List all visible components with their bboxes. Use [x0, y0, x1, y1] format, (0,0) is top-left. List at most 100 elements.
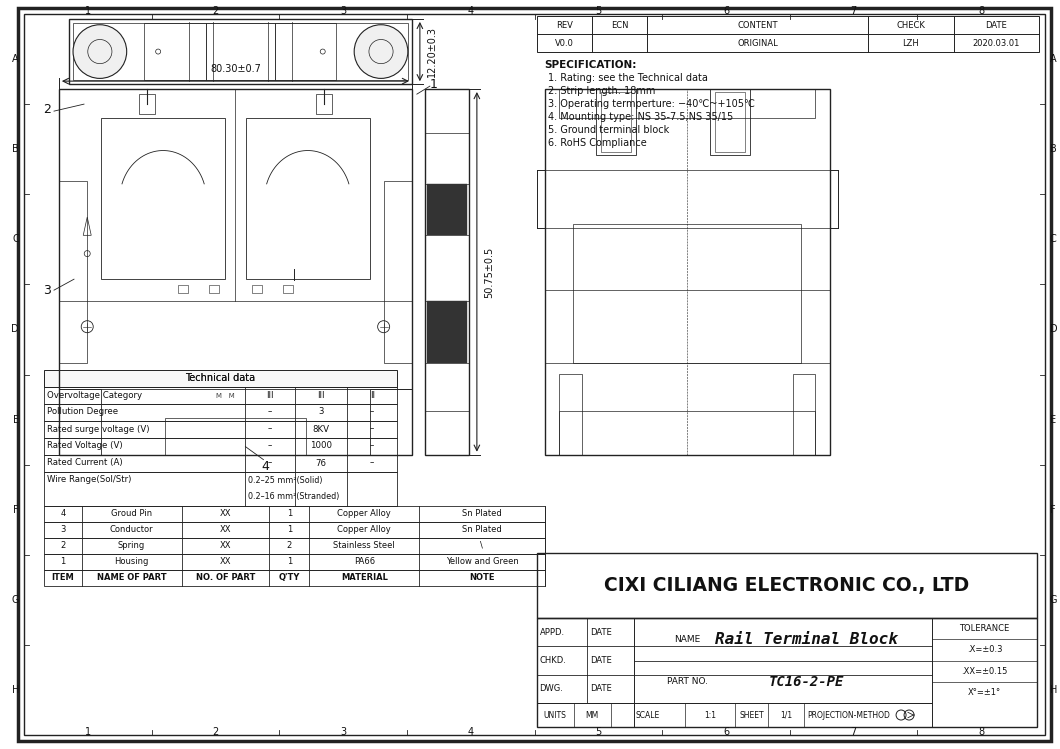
Bar	[316, 94, 332, 114]
Circle shape	[73, 25, 127, 79]
Circle shape	[354, 25, 408, 79]
Bar	[425, 89, 469, 455]
Text: 2. Strip length: 18mm: 2. Strip length: 18mm	[548, 86, 656, 96]
Text: 7: 7	[850, 6, 856, 16]
Text: Spring: Spring	[118, 541, 145, 550]
Bar	[251, 285, 262, 293]
Bar	[45, 554, 545, 569]
Bar	[69, 19, 412, 84]
Text: G: G	[12, 595, 19, 604]
Text: CONTENT: CONTENT	[738, 20, 778, 29]
Text: ITEM: ITEM	[51, 573, 74, 582]
Bar	[59, 389, 102, 455]
Text: \: \	[480, 541, 483, 550]
Text: 3: 3	[60, 525, 66, 534]
Text: 4: 4	[467, 727, 474, 737]
Text: 3: 3	[340, 6, 347, 16]
Text: 8: 8	[978, 6, 985, 16]
Text: Yellow and Green: Yellow and Green	[445, 557, 518, 566]
Text: 3: 3	[318, 407, 323, 416]
Text: UNITS: UNITS	[544, 711, 566, 720]
Text: 1: 1	[430, 78, 438, 91]
Text: B: B	[1050, 145, 1057, 154]
Bar	[59, 89, 412, 455]
Text: Wire Range(Sol/Str): Wire Range(Sol/Str)	[47, 476, 131, 485]
Text: PROJECTION-METHOD: PROJECTION-METHOD	[807, 711, 890, 720]
Bar	[206, 23, 275, 80]
Text: 1000: 1000	[310, 441, 332, 450]
Text: Rail Terminal Block: Rail Terminal Block	[716, 632, 898, 647]
Bar	[73, 23, 408, 80]
Bar	[45, 420, 396, 437]
Text: Copper Alloy: Copper Alloy	[337, 525, 391, 534]
Text: MM: MM	[585, 711, 599, 720]
Text: 3: 3	[340, 727, 347, 737]
Text: APPD.: APPD.	[540, 628, 565, 637]
Text: DATE: DATE	[590, 628, 612, 637]
Text: DATE: DATE	[590, 656, 612, 665]
Text: –: –	[370, 458, 374, 467]
Text: 2: 2	[286, 541, 292, 550]
Text: NOTE: NOTE	[470, 573, 495, 582]
Text: Rated Current (A): Rated Current (A)	[47, 458, 123, 467]
Bar	[710, 89, 749, 155]
Text: 8: 8	[978, 727, 985, 737]
Bar	[59, 181, 87, 363]
Text: Technical data: Technical data	[186, 373, 255, 383]
Text: .X=±0.3: .X=±0.3	[967, 646, 1002, 655]
Text: 6: 6	[723, 727, 729, 737]
Text: Housing: Housing	[114, 557, 148, 566]
Text: SPECIFICATION:: SPECIFICATION:	[545, 60, 637, 70]
Text: DWG.: DWG.	[540, 685, 563, 694]
Text: 0.2–16 mm²(Stranded): 0.2–16 mm²(Stranded)	[248, 493, 339, 502]
Text: G: G	[1050, 595, 1058, 604]
Text: 6: 6	[723, 6, 729, 16]
Text: –: –	[268, 441, 272, 450]
Text: XX: XX	[219, 525, 231, 534]
Bar	[102, 118, 225, 279]
Bar	[714, 92, 745, 152]
Text: TC16-2-PE: TC16-2-PE	[770, 675, 845, 689]
Text: D: D	[12, 324, 19, 335]
Bar	[45, 538, 545, 554]
Text: Groud Pin: Groud Pin	[111, 509, 153, 518]
Bar	[427, 184, 466, 235]
Bar	[45, 455, 396, 472]
Text: 2: 2	[212, 727, 218, 737]
Text: –: –	[268, 458, 272, 467]
Text: Rated Voltage (V): Rated Voltage (V)	[47, 441, 123, 450]
Text: 5: 5	[595, 6, 601, 16]
Text: –: –	[370, 407, 374, 416]
Text: 1: 1	[85, 727, 91, 737]
Text: E: E	[1050, 414, 1056, 425]
Text: II: II	[370, 390, 374, 399]
Text: 2: 2	[60, 541, 66, 550]
Text: 1: 1	[286, 557, 292, 566]
Bar	[275, 23, 336, 80]
Text: 5: 5	[595, 727, 601, 737]
Text: 4: 4	[60, 509, 66, 518]
Text: E: E	[13, 414, 19, 425]
Bar	[536, 16, 1039, 52]
Text: 3: 3	[43, 284, 51, 297]
Text: Technical data: Technical data	[186, 373, 255, 383]
Text: 8KV: 8KV	[313, 425, 330, 434]
Bar	[370, 389, 412, 455]
Text: XX: XX	[219, 541, 231, 550]
Text: 2: 2	[212, 6, 218, 16]
Text: 2020.03.01: 2020.03.01	[973, 38, 1020, 47]
Bar	[793, 374, 815, 455]
Text: NO. OF PART: NO. OF PART	[196, 573, 255, 582]
Text: F: F	[1050, 505, 1056, 515]
Text: SHEET: SHEET	[740, 711, 764, 720]
Text: 4. Mounting type: NS 35-7.5,NS 35/15: 4. Mounting type: NS 35-7.5,NS 35/15	[548, 112, 734, 122]
Text: Conductor: Conductor	[110, 525, 154, 534]
Bar	[573, 225, 801, 363]
Text: –: –	[268, 407, 272, 416]
Text: CHECK: CHECK	[897, 20, 925, 29]
Text: REV: REV	[555, 20, 572, 29]
Text: PART NO.: PART NO.	[667, 677, 708, 686]
Text: CHKD.: CHKD.	[540, 656, 566, 665]
Text: –: –	[268, 425, 272, 434]
Bar	[427, 301, 466, 363]
